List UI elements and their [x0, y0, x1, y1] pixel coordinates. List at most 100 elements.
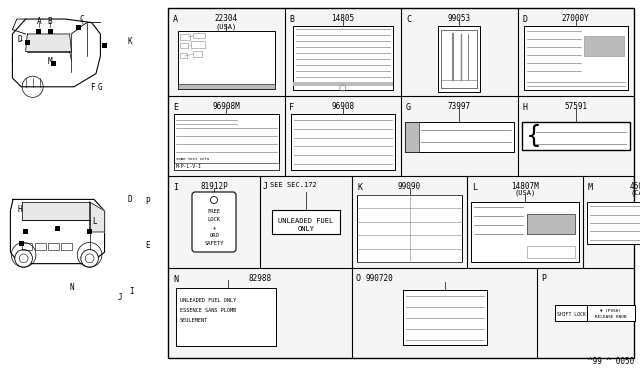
Text: +: +	[212, 225, 216, 230]
Text: SEE SEC.172: SEE SEC.172	[270, 182, 317, 188]
Bar	[403, 290, 486, 345]
Bar	[584, 36, 624, 56]
Bar	[176, 288, 276, 346]
Bar	[191, 41, 205, 48]
Text: C: C	[80, 15, 84, 23]
Text: N: N	[173, 275, 178, 284]
Bar	[193, 51, 202, 57]
Bar	[587, 202, 640, 244]
Text: G: G	[406, 103, 411, 112]
Bar	[19, 241, 24, 246]
Bar	[555, 305, 635, 321]
Text: A: A	[173, 15, 178, 24]
Text: ONLY: ONLY	[298, 226, 314, 232]
Polygon shape	[90, 202, 104, 232]
Bar	[441, 30, 477, 88]
Text: A: A	[36, 17, 42, 26]
Bar	[51, 61, 56, 65]
Text: 46060: 46060	[630, 182, 640, 191]
Text: G: G	[98, 83, 102, 93]
Text: (USA): (USA)	[515, 190, 536, 196]
Text: ▼ (PUSH): ▼ (PUSH)	[600, 309, 621, 313]
Bar	[438, 26, 480, 92]
Bar	[36, 29, 42, 34]
Bar	[524, 26, 628, 90]
Text: 990720: 990720	[366, 274, 394, 283]
Bar	[22, 243, 33, 250]
Text: D: D	[522, 15, 527, 24]
Bar	[61, 243, 72, 250]
Bar	[174, 114, 278, 170]
Polygon shape	[12, 19, 100, 87]
Text: RELEASE KNOB: RELEASE KNOB	[595, 315, 627, 319]
Text: L: L	[472, 183, 477, 192]
Text: L: L	[93, 218, 97, 227]
Text: ^99 ^ 0050: ^99 ^ 0050	[588, 357, 634, 366]
Text: P: P	[541, 274, 546, 283]
Polygon shape	[26, 34, 72, 52]
Text: 96908: 96908	[331, 102, 355, 111]
Text: O: O	[355, 274, 360, 283]
Bar	[168, 8, 634, 358]
Text: 96908M: 96908M	[212, 102, 240, 111]
Text: 99053: 99053	[448, 14, 471, 23]
Text: N: N	[70, 283, 74, 292]
Text: 27000Y: 27000Y	[562, 14, 589, 23]
Text: M-P-L-V-I: M-P-L-V-I	[176, 164, 202, 169]
Text: E: E	[146, 241, 150, 250]
Bar	[193, 33, 205, 38]
Text: J: J	[263, 182, 268, 191]
Text: B: B	[48, 17, 52, 26]
Bar	[48, 243, 59, 250]
Text: SHIFT LOCK: SHIFT LOCK	[557, 311, 586, 317]
Text: D: D	[128, 196, 132, 205]
Text: 81912P: 81912P	[200, 182, 228, 191]
Bar	[527, 246, 575, 258]
Bar	[102, 43, 108, 48]
Text: 14805: 14805	[331, 14, 355, 23]
Bar	[180, 43, 188, 48]
Text: C: C	[406, 15, 411, 24]
Bar	[178, 31, 275, 89]
Text: {: {	[525, 124, 541, 148]
Text: (USA): (USA)	[216, 23, 237, 29]
Polygon shape	[10, 199, 104, 264]
Text: 14807M: 14807M	[511, 182, 539, 191]
Bar	[471, 202, 579, 262]
Text: UNLEADED FUEL: UNLEADED FUEL	[278, 218, 333, 224]
Bar	[291, 114, 395, 170]
Text: (CAN): (CAN)	[631, 190, 640, 196]
Text: ORO: ORO	[209, 233, 219, 238]
Text: K: K	[128, 38, 132, 46]
Text: FREE: FREE	[207, 209, 221, 214]
Bar	[87, 230, 92, 234]
Text: 22304: 22304	[214, 14, 238, 23]
Text: some text info: some text info	[176, 157, 223, 161]
Text: 82988: 82988	[248, 274, 271, 283]
Text: H: H	[18, 205, 22, 215]
Text: ESSENCE SANS PLOMB: ESSENCE SANS PLOMB	[180, 308, 236, 313]
Bar	[272, 210, 340, 234]
Circle shape	[211, 196, 218, 203]
Bar	[292, 82, 393, 86]
Bar	[76, 25, 81, 31]
Text: 73997: 73997	[448, 102, 471, 111]
Text: F: F	[90, 83, 94, 93]
Text: P: P	[146, 198, 150, 206]
Text: SAFETY: SAFETY	[204, 241, 224, 246]
Bar	[527, 214, 575, 234]
Circle shape	[81, 250, 99, 267]
Bar	[180, 53, 187, 58]
Bar	[178, 84, 275, 89]
Bar	[522, 122, 630, 150]
Bar	[174, 163, 278, 170]
Text: UNLEADED FUEL ONLY: UNLEADED FUEL ONLY	[180, 298, 236, 303]
Bar	[25, 40, 30, 45]
Bar	[357, 195, 462, 262]
Bar	[405, 122, 513, 152]
Circle shape	[15, 250, 33, 267]
Text: D: D	[18, 35, 22, 45]
Text: 99090: 99090	[398, 182, 421, 191]
Text: E: E	[173, 103, 178, 112]
Text: SEULEMENT: SEULEMENT	[180, 318, 208, 323]
